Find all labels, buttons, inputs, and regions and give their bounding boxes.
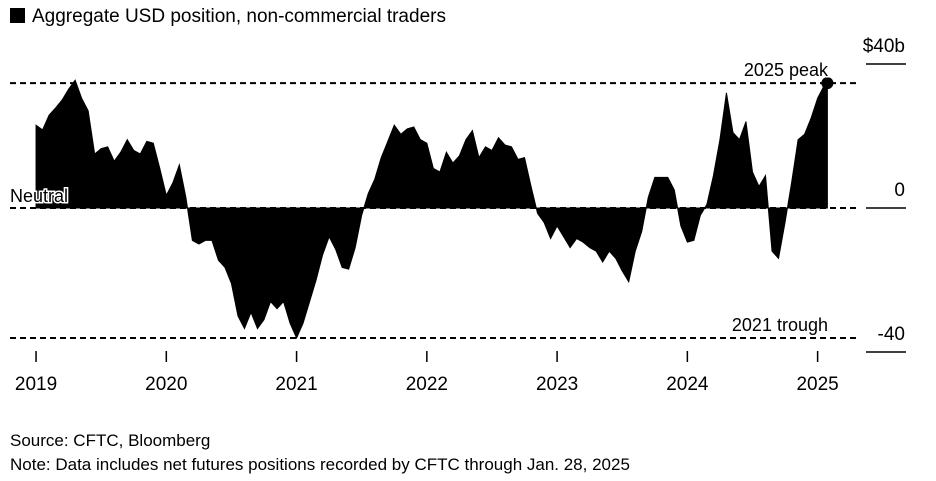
y-tick-label: -40 <box>878 324 905 345</box>
x-tick-label: 2022 <box>406 374 448 395</box>
x-tick-label: 2020 <box>145 374 187 395</box>
x-tick-label: 2023 <box>536 374 578 395</box>
x-tick-label: 2024 <box>666 374 709 395</box>
x-tick-label: 2025 <box>796 374 838 395</box>
source: Source: CFTC, Bloomberg <box>10 431 210 450</box>
legend-swatch <box>10 8 25 23</box>
reference-label: 2025 peak <box>744 60 829 80</box>
x-tick-label: 2021 <box>275 374 317 395</box>
end-dot <box>821 77 834 90</box>
y-tick-label: 0 <box>894 180 905 201</box>
reference-label: 2021 trough <box>732 315 828 335</box>
y-tick-label: $40b <box>863 36 905 57</box>
chart-title: Aggregate USD position, non-commercial t… <box>32 6 446 27</box>
area <box>35 79 828 340</box>
reference-label: Neutral <box>10 186 68 206</box>
note: Note: Data includes net futures position… <box>10 455 630 474</box>
x-tick-label: 2019 <box>15 374 57 395</box>
